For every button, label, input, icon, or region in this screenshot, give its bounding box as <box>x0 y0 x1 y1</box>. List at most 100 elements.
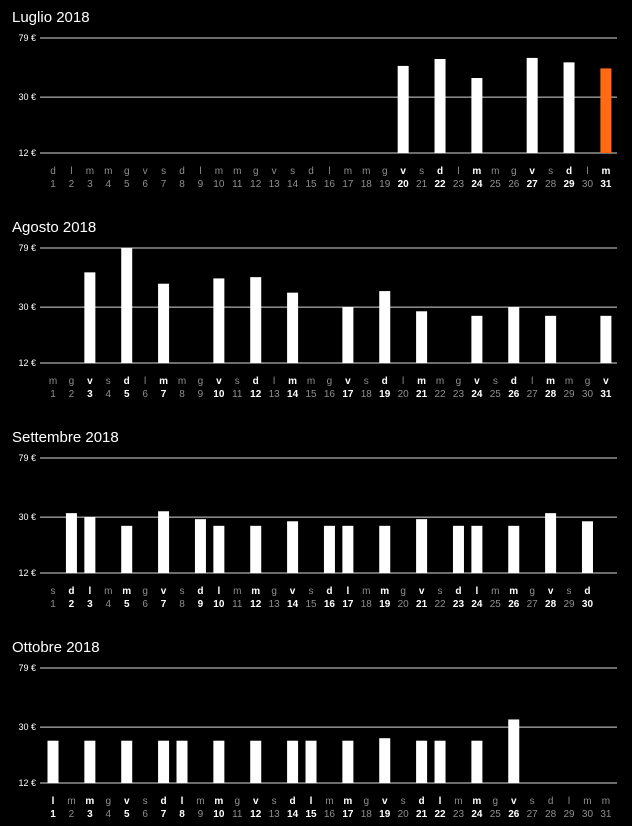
day-label[interactable]: 28 <box>545 599 557 610</box>
day-label[interactable]: 2 <box>69 599 75 610</box>
price-bar[interactable] <box>213 525 225 573</box>
price-bar[interactable] <box>84 517 96 573</box>
price-bar[interactable] <box>342 740 354 783</box>
day-label[interactable]: 14 <box>287 599 299 610</box>
day-label[interactable]: 7 <box>161 389 167 400</box>
day-label[interactable]: 7 <box>161 809 167 820</box>
day-label[interactable]: 24 <box>471 599 483 610</box>
day-label[interactable]: 22 <box>434 809 446 820</box>
day-label[interactable]: 19 <box>379 809 391 820</box>
day-label[interactable]: 26 <box>508 389 520 400</box>
day-label[interactable]: 31 <box>600 179 612 190</box>
day-label[interactable]: 9 <box>198 599 204 610</box>
day-label[interactable]: 5 <box>124 809 130 820</box>
price-bar[interactable] <box>434 740 446 783</box>
price-bar[interactable] <box>84 740 96 783</box>
day-label[interactable]: 31 <box>600 389 612 400</box>
price-bar[interactable] <box>508 525 520 573</box>
day-label[interactable]: 12 <box>250 809 262 820</box>
day-label[interactable]: 10 <box>213 809 225 820</box>
day-label[interactable]: 19 <box>379 599 391 610</box>
day-label[interactable]: 12 <box>250 389 262 400</box>
price-bar[interactable] <box>600 315 612 363</box>
day-label[interactable]: 17 <box>342 809 354 820</box>
day-label[interactable]: 10 <box>213 389 225 400</box>
day-label[interactable]: 1 <box>50 809 56 820</box>
price-bar[interactable] <box>563 62 575 153</box>
day-label[interactable]: 26 <box>508 809 520 820</box>
day-label[interactable]: 30 <box>582 599 594 610</box>
day-label[interactable]: 5 <box>124 389 130 400</box>
price-bar-selected[interactable] <box>600 68 612 153</box>
day-label[interactable]: 3 <box>87 809 93 820</box>
price-bar[interactable] <box>471 315 483 363</box>
day-label[interactable]: 26 <box>508 599 520 610</box>
price-bar[interactable] <box>121 248 133 363</box>
price-bar[interactable] <box>471 78 483 153</box>
price-bar[interactable] <box>471 525 483 573</box>
price-bar[interactable] <box>287 521 299 573</box>
price-bar[interactable] <box>213 740 225 783</box>
price-bar[interactable] <box>416 311 428 363</box>
price-bar[interactable] <box>250 277 262 363</box>
price-bar[interactable] <box>305 740 317 783</box>
price-bar[interactable] <box>342 307 354 363</box>
price-bar[interactable] <box>213 278 225 363</box>
price-bar[interactable] <box>416 519 428 573</box>
day-label[interactable]: 12 <box>250 599 262 610</box>
price-bar[interactable] <box>121 525 133 573</box>
price-bar[interactable] <box>508 307 520 363</box>
day-label[interactable]: 3 <box>87 389 93 400</box>
price-bar[interactable] <box>471 740 483 783</box>
day-label[interactable]: 21 <box>416 389 428 400</box>
price-bar[interactable] <box>65 513 77 573</box>
day-label[interactable]: 15 <box>305 809 317 820</box>
day-label[interactable]: 17 <box>342 599 354 610</box>
day-label[interactable]: 10 <box>213 599 225 610</box>
price-bar[interactable] <box>287 740 299 783</box>
day-label[interactable]: 27 <box>527 179 539 190</box>
price-bar[interactable] <box>342 525 354 573</box>
price-bar[interactable] <box>545 315 557 363</box>
day-label[interactable]: 16 <box>324 599 336 610</box>
price-bar[interactable] <box>545 513 557 573</box>
price-bar[interactable] <box>434 58 446 154</box>
price-bar[interactable] <box>581 521 593 573</box>
price-bar[interactable] <box>379 738 391 783</box>
price-bar[interactable] <box>158 740 170 783</box>
day-label[interactable]: 17 <box>342 389 354 400</box>
day-label[interactable]: 20 <box>398 179 410 190</box>
price-bar[interactable] <box>250 525 262 573</box>
price-bar[interactable] <box>397 65 409 153</box>
price-bar[interactable] <box>379 291 391 363</box>
day-label[interactable]: 29 <box>563 179 575 190</box>
price-bar[interactable] <box>508 719 520 783</box>
day-label[interactable]: 3 <box>87 599 93 610</box>
day-label[interactable]: 14 <box>287 809 299 820</box>
price-bar[interactable] <box>416 740 428 783</box>
price-bar[interactable] <box>452 525 464 573</box>
price-bar[interactable] <box>158 283 170 363</box>
day-label[interactable]: 19 <box>379 389 391 400</box>
day-label[interactable]: 23 <box>453 599 465 610</box>
day-label[interactable]: 21 <box>416 599 428 610</box>
day-label[interactable]: 24 <box>471 809 483 820</box>
price-bar[interactable] <box>158 511 170 573</box>
price-bar[interactable] <box>250 740 262 783</box>
price-bar[interactable] <box>176 740 188 783</box>
day-label[interactable]: 28 <box>545 389 557 400</box>
price-bar[interactable] <box>47 740 59 783</box>
price-bar[interactable] <box>379 525 391 573</box>
price-bar[interactable] <box>287 292 299 363</box>
day-label[interactable]: 8 <box>179 809 185 820</box>
day-label[interactable]: 5 <box>124 599 130 610</box>
day-label[interactable]: 7 <box>161 599 167 610</box>
price-bar[interactable] <box>323 525 335 573</box>
price-bar[interactable] <box>526 57 538 154</box>
day-label[interactable]: 24 <box>471 179 483 190</box>
price-bar[interactable] <box>121 740 133 783</box>
day-label[interactable]: 22 <box>434 179 446 190</box>
day-label[interactable]: 21 <box>416 809 428 820</box>
price-bar[interactable] <box>84 272 96 363</box>
day-label[interactable]: 14 <box>287 389 299 400</box>
